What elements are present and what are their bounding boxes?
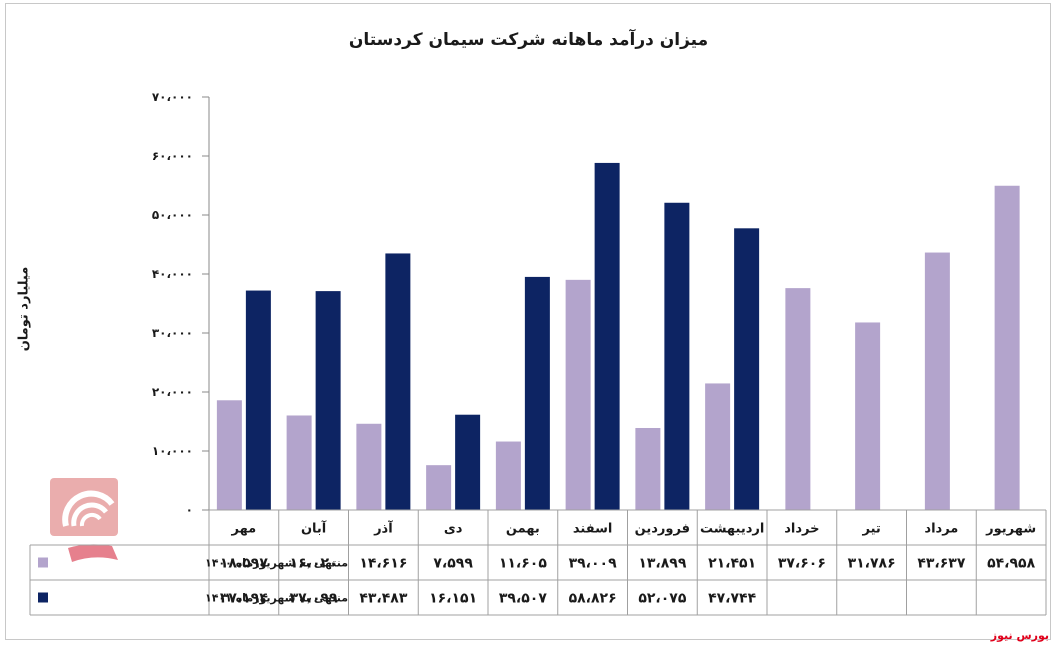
- bar-series-1401: [455, 414, 481, 510]
- data-table-value: ۳۹،۵۰۷: [499, 591, 547, 607]
- data-table-value: ۱۱،۶۰۵: [499, 556, 547, 572]
- data-table-value: ۱۶،۱۵۱: [429, 591, 477, 607]
- bar-series-1401: [245, 290, 271, 510]
- data-table-value: ۷،۵۹۹: [433, 556, 473, 572]
- bar-series-1400: [635, 427, 661, 510]
- bar-series-1400: [356, 423, 382, 510]
- y-tick-label: ۶۰،۰۰۰: [152, 149, 193, 163]
- source-label: بورس نیوز: [990, 629, 1049, 642]
- legend-label-1401: منتهی به شهریورماه ۱۴۰۱: [205, 592, 348, 605]
- bar-series-1401: [594, 162, 620, 510]
- y-tick-label: ۰: [186, 503, 193, 517]
- x-category-label: خرداد: [784, 522, 819, 537]
- x-category-label: آبان: [301, 520, 327, 537]
- x-category-label: مرداد: [924, 522, 958, 537]
- y-tick-label: ۵۰،۰۰۰: [152, 208, 193, 222]
- y-tick-label: ۲۰،۰۰۰: [152, 385, 193, 399]
- data-table-value: ۱۴،۶۱۶: [359, 556, 407, 572]
- data-table-value: ۵۸،۸۲۶: [569, 591, 617, 607]
- bar-series-1401: [385, 253, 411, 510]
- chart-title: میزان درآمد ماهانه شرکت سیمان کردستان: [348, 30, 709, 50]
- bar-series-1400: [286, 415, 312, 510]
- legend-label-1400: منتهی به شهریورماه ۱۴۰۰: [205, 557, 348, 570]
- x-category-label: اسفند: [573, 522, 612, 537]
- data-table-value: ۴۳،۴۸۳: [359, 591, 407, 607]
- x-category-label: بهمن: [506, 522, 540, 537]
- bar-series-1400: [495, 441, 521, 510]
- data-table-value: ۳۷،۶۰۶: [778, 556, 826, 572]
- data-table-value: ۵۲،۰۷۵: [638, 591, 686, 607]
- data-table-value: ۴۷،۷۴۴: [708, 591, 756, 607]
- bar-series-1400: [855, 322, 881, 510]
- bar-series-1401: [734, 228, 760, 510]
- bar-series-1400: [924, 252, 950, 511]
- data-table-value: ۲۱،۴۵۱: [708, 556, 756, 572]
- legend-key-1401: [38, 592, 48, 603]
- data-table-value: ۳۷،۰۹۹: [290, 591, 338, 607]
- y-tick-label: ۴۰،۰۰۰: [152, 267, 193, 281]
- bar-series-1401: [664, 202, 690, 510]
- y-tick-label: ۱۰،۰۰۰: [152, 444, 193, 458]
- x-category-label: فروردین: [635, 522, 690, 537]
- bar-series-1400: [565, 279, 591, 510]
- x-category-label: مهر: [231, 522, 257, 537]
- bar-series-1401: [315, 291, 341, 510]
- data-table-value: ۱۸،۵۹۷: [220, 556, 268, 572]
- y-tick-label: ۷۰،۰۰۰: [152, 90, 193, 104]
- bar-series-1400: [705, 383, 731, 510]
- data-table-value: ۵۴،۹۵۸: [987, 556, 1035, 572]
- bar-series-1401: [524, 276, 550, 510]
- legend-key-1400: [38, 557, 48, 568]
- data-table-value: ۴۳،۶۳۷: [917, 556, 965, 572]
- y-tick-label: ۳۰،۰۰۰: [152, 326, 193, 340]
- data-table-value: ۱۳،۸۹۹: [638, 556, 686, 572]
- x-category-label: آذر: [373, 520, 393, 537]
- bar-series-1400: [785, 288, 811, 510]
- x-category-label: دی: [444, 522, 463, 537]
- data-table-value: ۳۷،۱۹۴: [220, 591, 268, 607]
- x-category-label: شهریور: [985, 522, 1036, 537]
- data-table-value: ۳۱،۷۸۶: [848, 556, 896, 572]
- watermark-logo: [50, 478, 118, 562]
- bar-series-1400: [994, 185, 1020, 510]
- bar-series-1400: [216, 400, 242, 510]
- bar-series-1400: [426, 465, 452, 510]
- x-category-label: اردیبهشت: [700, 522, 764, 537]
- x-category-label: تیر: [861, 522, 880, 537]
- data-table-value: ۳۹،۰۰۹: [569, 556, 617, 572]
- data-table-value: ۱۶،۰۲۰: [290, 556, 338, 572]
